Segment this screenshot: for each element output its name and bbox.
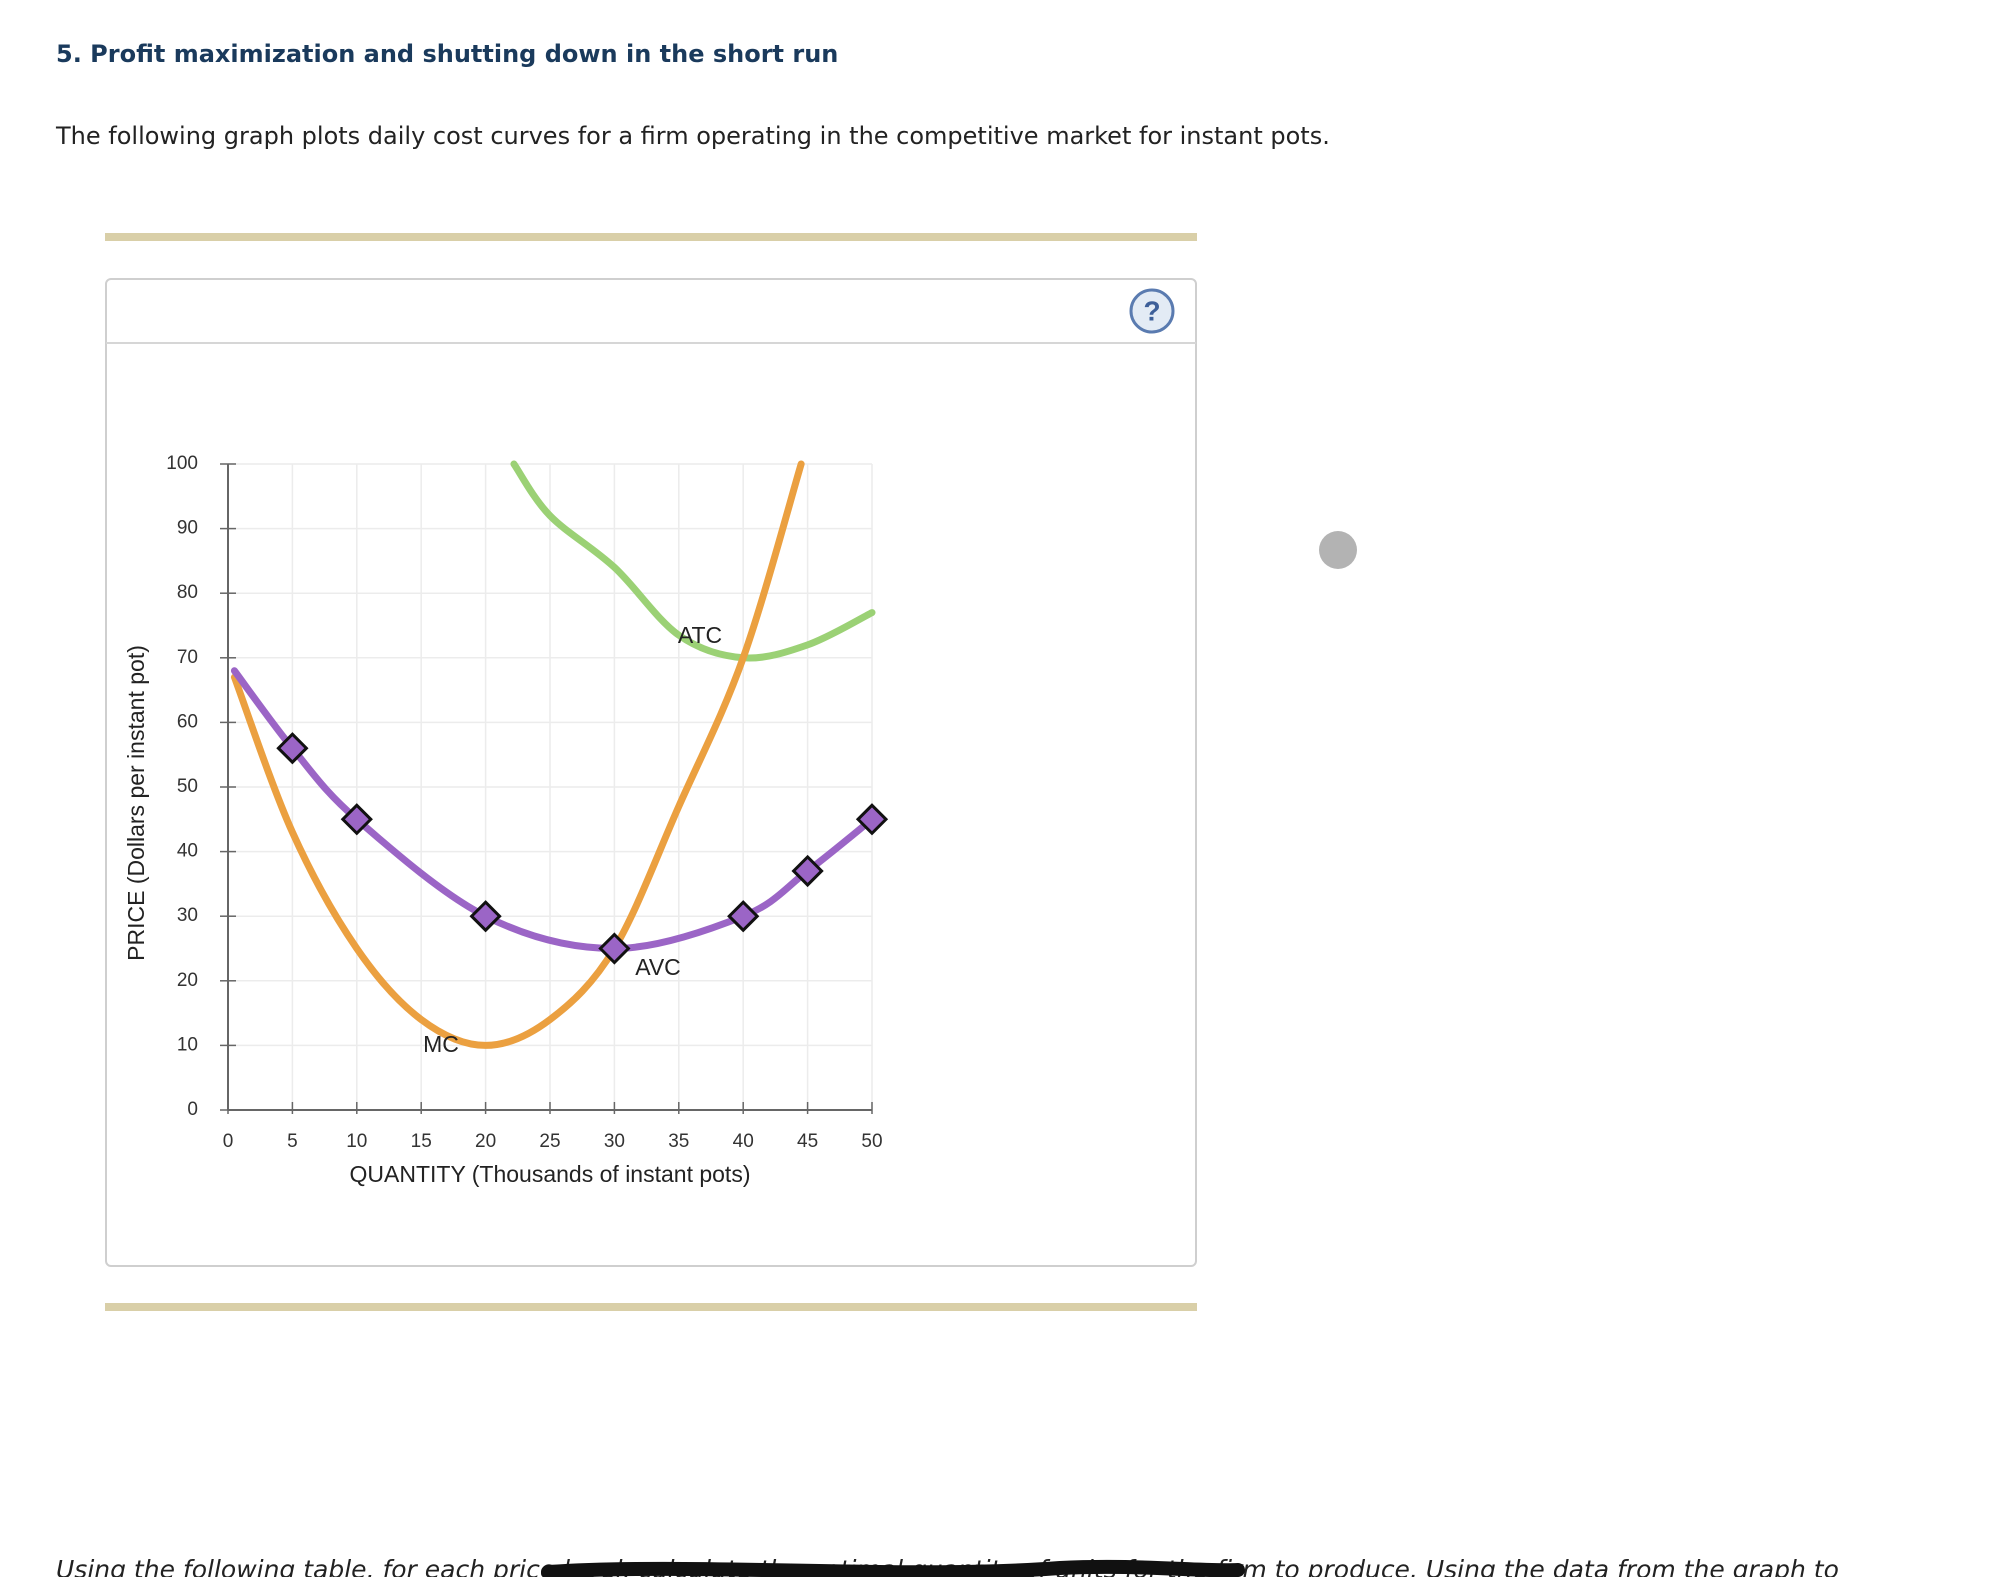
heading: 5. Profit maximization and shutting down… xyxy=(56,40,838,68)
curve-label: ATC xyxy=(678,622,722,648)
point-marker xyxy=(469,900,502,933)
help-button[interactable]: ? xyxy=(1129,288,1175,334)
graph-panel xyxy=(105,278,1197,1267)
x-tick-label: 25 xyxy=(539,1131,560,1152)
y-tick-label: 100 xyxy=(166,453,198,474)
y-tick-label: 50 xyxy=(177,776,198,797)
y-tick-label: 60 xyxy=(177,711,198,732)
point-marker xyxy=(276,732,309,765)
redaction-scribble xyxy=(541,1559,1245,1577)
top-rule xyxy=(105,233,1197,241)
plot-area: 0 5 10 15 20 25 30 35 40 45 50 0 10 20 30 40 50 60 70 80 90 1… xyxy=(123,453,889,1187)
bottom-rule xyxy=(105,1303,1197,1311)
point-marker xyxy=(727,900,760,933)
x-tick-label: 10 xyxy=(346,1131,367,1152)
y-tick-label: 20 xyxy=(177,970,198,991)
y-tick-label: 0 xyxy=(187,1099,198,1120)
y-tick-label: 90 xyxy=(177,518,198,539)
point-marker xyxy=(340,803,373,836)
y-tick-label: 80 xyxy=(177,582,198,603)
y-tick-label: 40 xyxy=(177,841,198,862)
x-tick-label: 40 xyxy=(733,1131,754,1152)
y-axis-title: PRICE (Dollars per instant pot) xyxy=(123,645,149,961)
curve-label: AVC xyxy=(635,954,681,980)
drag-handle[interactable] xyxy=(1319,531,1357,569)
y-tick-label: 70 xyxy=(177,647,198,668)
x-tick-label: 45 xyxy=(797,1131,818,1152)
point-marker xyxy=(598,932,631,965)
point-marker xyxy=(855,803,889,836)
x-tick-label: 20 xyxy=(475,1131,496,1152)
help-circle[interactable] xyxy=(1129,288,1175,334)
x-axis-title: QUANTITY (Thousands of instant pots) xyxy=(350,1161,751,1187)
curve xyxy=(230,460,805,1049)
help-glyph[interactable]: ? xyxy=(1143,295,1160,326)
intro-text: The following graph plots daily cost cur… xyxy=(55,122,1330,150)
x-tick-label: 15 xyxy=(411,1131,432,1152)
curve-label: MC xyxy=(423,1031,459,1057)
curve xyxy=(230,667,876,953)
point-marker xyxy=(791,854,824,888)
x-tick-label: 30 xyxy=(604,1131,625,1152)
y-tick-label: 30 xyxy=(177,905,198,926)
x-tick-label: 0 xyxy=(223,1131,234,1152)
x-tick-label: 50 xyxy=(861,1131,882,1152)
x-tick-label: 35 xyxy=(668,1131,689,1152)
x-tick-label: 5 xyxy=(287,1131,298,1152)
y-tick-label: 10 xyxy=(177,1034,198,1055)
curve xyxy=(510,460,876,662)
